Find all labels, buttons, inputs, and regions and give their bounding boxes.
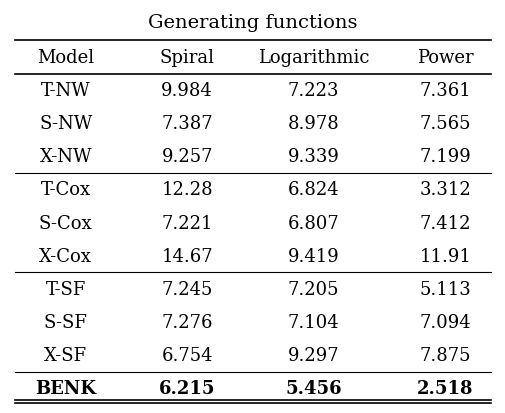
Text: T-SF: T-SF <box>45 280 86 298</box>
Text: 8.978: 8.978 <box>287 115 339 133</box>
Text: Generating functions: Generating functions <box>148 14 357 32</box>
Text: 7.104: 7.104 <box>287 313 339 331</box>
Text: 6.807: 6.807 <box>287 214 339 232</box>
Text: 3.312: 3.312 <box>419 181 470 199</box>
Text: 7.199: 7.199 <box>419 148 470 166</box>
Text: 7.565: 7.565 <box>419 115 470 133</box>
Text: 7.221: 7.221 <box>161 214 213 232</box>
Text: 5.113: 5.113 <box>419 280 470 298</box>
Text: 12.28: 12.28 <box>161 181 213 199</box>
Text: 9.984: 9.984 <box>161 82 213 100</box>
Text: 2.518: 2.518 <box>416 379 473 397</box>
Text: X-Cox: X-Cox <box>39 247 92 265</box>
Text: 9.339: 9.339 <box>287 148 339 166</box>
Text: 7.245: 7.245 <box>161 280 213 298</box>
Text: 9.297: 9.297 <box>287 346 339 364</box>
Text: 5.456: 5.456 <box>285 379 341 397</box>
Text: 7.276: 7.276 <box>161 313 213 331</box>
Text: X-SF: X-SF <box>44 346 87 364</box>
Text: Spiral: Spiral <box>160 49 214 67</box>
Text: T-Cox: T-Cox <box>40 181 91 199</box>
Text: S-NW: S-NW <box>39 115 92 133</box>
Text: 6.824: 6.824 <box>287 181 339 199</box>
Text: Power: Power <box>416 49 473 67</box>
Text: 7.094: 7.094 <box>419 313 470 331</box>
Text: 9.257: 9.257 <box>161 148 213 166</box>
Text: 7.387: 7.387 <box>161 115 213 133</box>
Text: 7.361: 7.361 <box>419 82 470 100</box>
Text: S-SF: S-SF <box>44 313 87 331</box>
Text: BENK: BENK <box>35 379 96 397</box>
Text: 14.67: 14.67 <box>161 247 213 265</box>
Text: 7.875: 7.875 <box>419 346 470 364</box>
Text: 11.91: 11.91 <box>419 247 470 265</box>
Text: 7.205: 7.205 <box>287 280 339 298</box>
Text: 6.215: 6.215 <box>159 379 215 397</box>
Text: X-NW: X-NW <box>39 148 92 166</box>
Text: 6.754: 6.754 <box>161 346 213 364</box>
Text: T-NW: T-NW <box>41 82 90 100</box>
Text: 7.223: 7.223 <box>287 82 339 100</box>
Text: Model: Model <box>37 49 94 67</box>
Text: 9.419: 9.419 <box>287 247 339 265</box>
Text: 7.412: 7.412 <box>419 214 470 232</box>
Text: Logarithmic: Logarithmic <box>258 49 369 67</box>
Text: S-Cox: S-Cox <box>39 214 92 232</box>
